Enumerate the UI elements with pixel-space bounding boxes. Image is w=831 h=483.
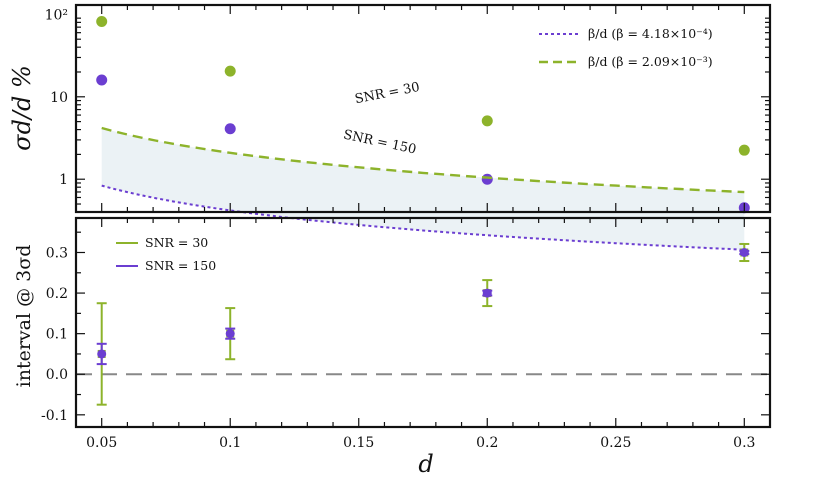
point-purple-1 bbox=[224, 123, 236, 135]
xtick-label: 0.15 bbox=[343, 435, 374, 451]
xtick-label: 0.3 bbox=[733, 435, 755, 451]
curve-green bbox=[101, 126, 745, 194]
shaded-band bbox=[101, 128, 745, 250]
xtick-label: 0.05 bbox=[86, 435, 117, 451]
marker-purple-1 bbox=[225, 329, 235, 339]
top-panel: 1 10 10² bbox=[45, 3, 772, 251]
x-axis-label: d bbox=[418, 450, 433, 478]
point-purple-2 bbox=[481, 173, 493, 185]
point-green-2 bbox=[481, 115, 493, 127]
bottom-panel: -0.1 0.0 0.1 0.2 0.3 0.05 0.1 0.15 0.2 0.25 0.3 bbox=[41, 5, 772, 451]
top-legend: β/d (β = 4.18×10⁻⁴) β/d (β = 2.09×10⁻³) bbox=[539, 26, 713, 69]
xtick-label: 0.25 bbox=[600, 435, 631, 451]
bottom-legend: SNR = 30 SNR = 150 bbox=[116, 235, 216, 273]
bottom-frame bbox=[74, 216, 772, 429]
snr30-annotation: SNR = 30 bbox=[354, 80, 421, 107]
top-legend-label-1: β/d (β = 4.18×10⁻⁴) bbox=[588, 26, 713, 41]
marker-purple-2 bbox=[482, 288, 492, 298]
top-frame bbox=[74, 3, 772, 214]
bottom-ytick-label: 0.2 bbox=[46, 286, 68, 302]
snr150-annotation: SNR = 150 bbox=[342, 128, 418, 158]
point-green-0 bbox=[96, 15, 108, 27]
top-ytick-label: 1 bbox=[59, 172, 68, 188]
bottom-ytick-label: 0.3 bbox=[46, 245, 68, 261]
point-green-3 bbox=[738, 144, 750, 156]
marker-purple-3 bbox=[739, 247, 749, 257]
marker-purple-0 bbox=[97, 349, 107, 359]
point-green-1 bbox=[224, 65, 236, 77]
xtick-label: 0.2 bbox=[476, 435, 498, 451]
point-purple-0 bbox=[96, 74, 108, 86]
xtick-label: 0.1 bbox=[219, 435, 241, 451]
top-y-axis-label: σd/d % bbox=[8, 65, 36, 151]
bottom-legend-label-2: SNR = 150 bbox=[145, 258, 216, 273]
bottom-legend-label-1: SNR = 30 bbox=[145, 235, 208, 250]
bottom-y-axis-label: interval @ 3σd bbox=[13, 245, 35, 388]
bottom-ytick-label: 0.0 bbox=[46, 367, 68, 383]
curve-purple bbox=[101, 184, 745, 251]
top-ytick-label: 10 bbox=[50, 90, 68, 106]
top-ytick-label: 10² bbox=[45, 7, 68, 23]
top-legend-label-2: β/d (β = 2.09×10⁻³) bbox=[588, 54, 713, 69]
bottom-ytick-label: -0.1 bbox=[41, 408, 68, 424]
bottom-ytick-label: 0.1 bbox=[46, 327, 68, 343]
